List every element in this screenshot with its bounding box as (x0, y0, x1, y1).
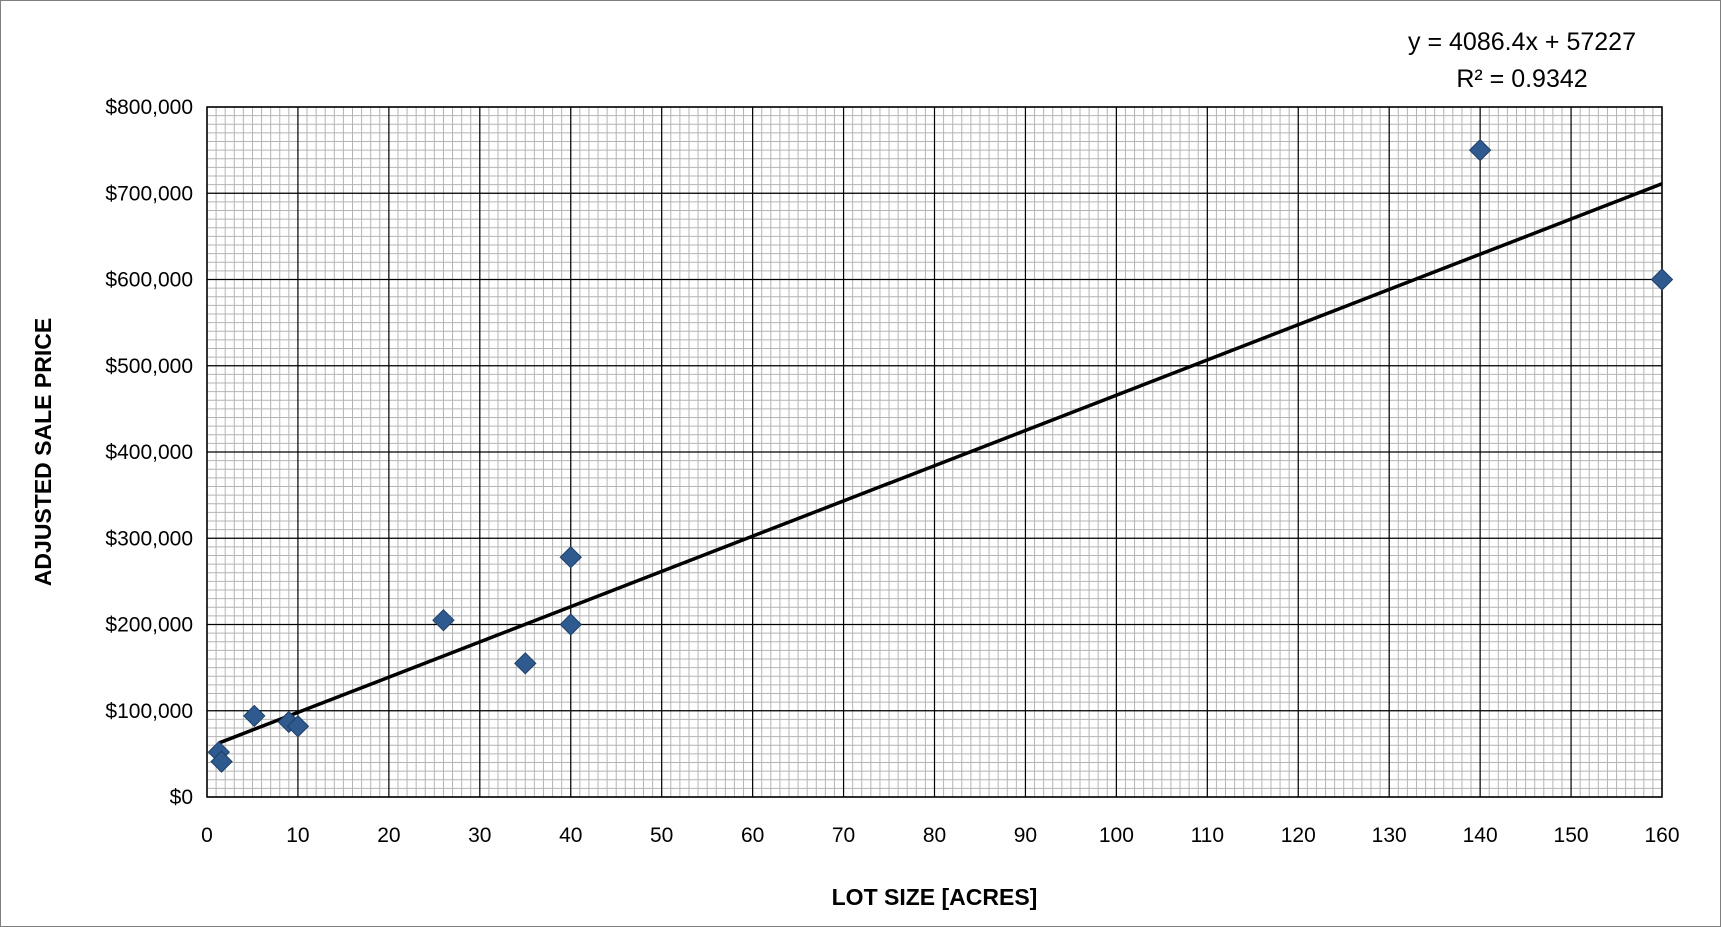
x-tick-label: 70 (832, 824, 855, 847)
y-tick-label: $800,000 (105, 96, 193, 119)
y-tick-label: $0 (170, 786, 193, 809)
data-point (559, 613, 582, 636)
x-tick-label: 160 (1644, 824, 1679, 847)
trendline (218, 182, 1663, 745)
x-tick-label: 50 (650, 824, 673, 847)
trendline-group (218, 182, 1663, 745)
data-point (210, 750, 233, 773)
data-point (243, 704, 266, 728)
x-tick-label: 100 (1099, 824, 1134, 847)
x-tick-label: 150 (1554, 824, 1589, 847)
x-tick-label: 90 (1014, 824, 1037, 847)
x-tick-label: 140 (1463, 824, 1498, 847)
x-tick-label: 20 (377, 824, 400, 847)
y-tick-label: $400,000 (105, 441, 193, 464)
trendline-r-squared: R² = 0.9342 (1456, 65, 1587, 93)
y-tick-label: $100,000 (105, 700, 193, 723)
x-tick-label: 130 (1372, 824, 1407, 847)
data-point (432, 608, 455, 632)
x-tick-label: 40 (559, 824, 582, 847)
trendline-equation: y = 4086.4x + 57227 (1408, 28, 1636, 56)
x-tick-label: 80 (923, 824, 946, 847)
y-tick-label: $200,000 (105, 614, 193, 637)
y-tick-label: $700,000 (105, 182, 193, 205)
x-axis-title: LOT SIZE [ACRES] (832, 884, 1038, 910)
plot-area-border (206, 106, 1663, 798)
x-tick-label: 10 (286, 824, 309, 847)
data-point (286, 715, 310, 738)
data-point (1468, 138, 1492, 162)
x-tick-label: 110 (1191, 824, 1224, 847)
x-tick-label: 60 (741, 824, 764, 847)
y-tick-label: $500,000 (105, 355, 193, 378)
x-tick-label: 30 (468, 824, 491, 847)
y-axis-title: ADJUSTED SALE PRICE (30, 318, 56, 586)
x-tick-label: 0 (201, 824, 213, 847)
data-point (559, 546, 582, 569)
y-tick-label: $600,000 (105, 269, 193, 292)
x-tick-label: 120 (1281, 824, 1316, 847)
y-tick-label: $300,000 (105, 527, 193, 550)
data-points (207, 138, 1674, 773)
y-tick-labels: $0 $100,000 $200,000 $300,000 $400,000 $500,0… (105, 96, 193, 809)
x-tick-labels: 0 10 20 30 40 50 60 70 80 90 100 110 120 130 140 150 160 (201, 824, 1679, 847)
data-point (514, 652, 537, 675)
data-point (1650, 268, 1674, 291)
